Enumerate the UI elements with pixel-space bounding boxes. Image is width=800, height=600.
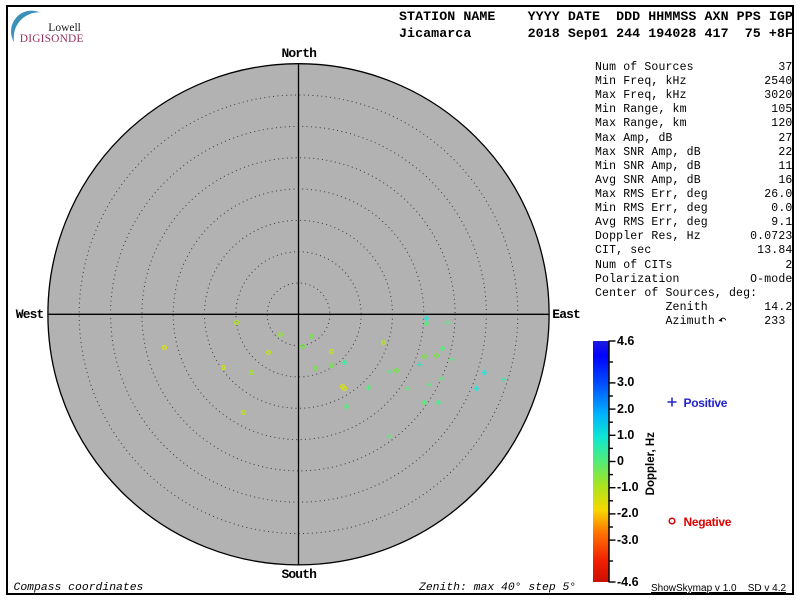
svg-text:Doppler, Hz: Doppler, Hz bbox=[645, 432, 657, 496]
